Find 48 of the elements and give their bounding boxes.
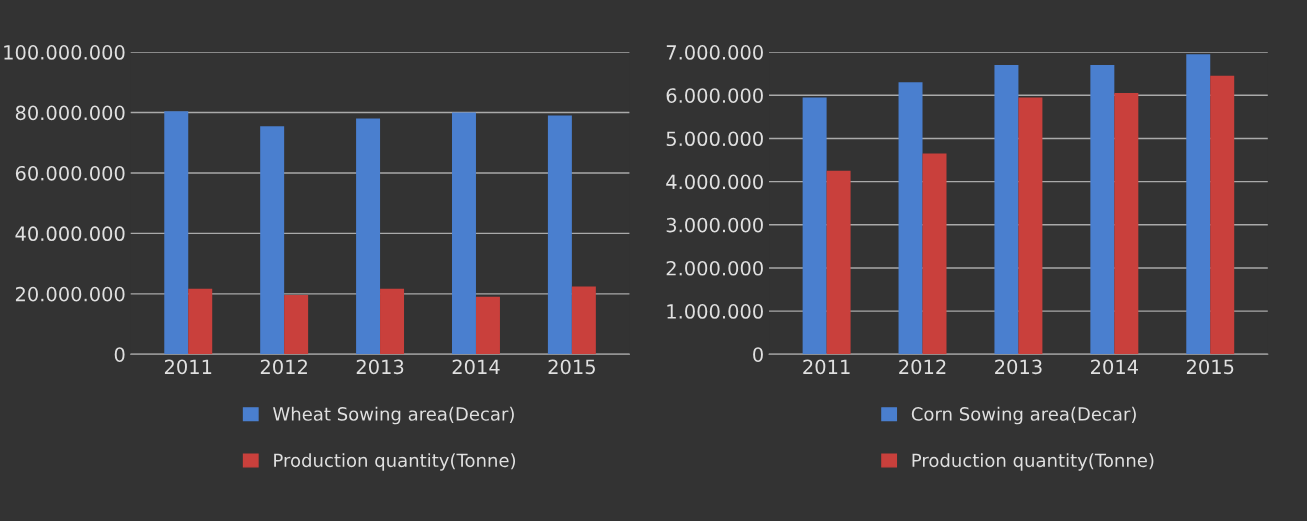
y-tick-label: 60.000.000 bbox=[15, 165, 125, 181]
y-tick-label: 20.000.000 bbox=[15, 286, 125, 302]
y-tick-label: 6.000.000 bbox=[666, 88, 763, 103]
bar bbox=[356, 118, 381, 355]
bar bbox=[380, 288, 405, 355]
x-tick-label: 2015 bbox=[1186, 359, 1234, 375]
legend-label: Production quantity(Tonne) bbox=[912, 453, 1154, 471]
bar bbox=[1210, 75, 1235, 355]
legend-label: Production quantity(Tonne) bbox=[274, 453, 516, 471]
y-tick-label: 2.000.000 bbox=[666, 260, 763, 276]
bar bbox=[994, 65, 1019, 355]
x-tick-label: 2013 bbox=[995, 359, 1042, 375]
x-tick-label: 2013 bbox=[356, 359, 404, 375]
y-tick-label: 4.000.000 bbox=[666, 174, 763, 190]
x-tick-label: 2011 bbox=[803, 359, 850, 375]
y-tick-label: 80.000.000 bbox=[15, 105, 125, 121]
x-tick-label: 2011 bbox=[164, 359, 212, 375]
legend-label: Corn Sowing area(Decar) bbox=[911, 406, 1136, 425]
x-tick-label: 2014 bbox=[452, 359, 500, 375]
x-tick-label: 2014 bbox=[1091, 359, 1138, 375]
y-tick-label: 0 bbox=[753, 347, 763, 362]
bar bbox=[1114, 93, 1139, 355]
bar bbox=[284, 295, 309, 355]
bar bbox=[188, 288, 213, 355]
x-tick-label: 2012 bbox=[260, 359, 307, 375]
y-tick-label: 7.000.000 bbox=[666, 45, 763, 60]
bar bbox=[1090, 65, 1115, 355]
bar bbox=[1018, 97, 1043, 355]
bar bbox=[1186, 54, 1211, 355]
bar bbox=[451, 112, 476, 355]
x-tick-label: 2012 bbox=[899, 359, 946, 375]
y-tick-label: 1.000.000 bbox=[667, 304, 763, 319]
y-tick-label: 0 bbox=[114, 347, 125, 362]
y-tick-label: 100.000.000 bbox=[4, 45, 125, 60]
legend-label: Wheat Sowing area(Decar) bbox=[273, 406, 514, 425]
bar bbox=[475, 296, 500, 355]
bar bbox=[826, 170, 851, 355]
bar bbox=[547, 115, 572, 355]
bar bbox=[260, 126, 285, 355]
bar bbox=[164, 111, 189, 355]
bar bbox=[898, 82, 923, 355]
y-tick-label: 40.000.000 bbox=[15, 226, 125, 242]
y-tick-label: 5.000.000 bbox=[666, 131, 763, 147]
bar bbox=[922, 153, 947, 355]
bar bbox=[571, 286, 596, 355]
x-tick-label: 2015 bbox=[548, 359, 595, 375]
y-tick-label: 3.000.000 bbox=[666, 217, 763, 233]
bar bbox=[802, 97, 827, 355]
